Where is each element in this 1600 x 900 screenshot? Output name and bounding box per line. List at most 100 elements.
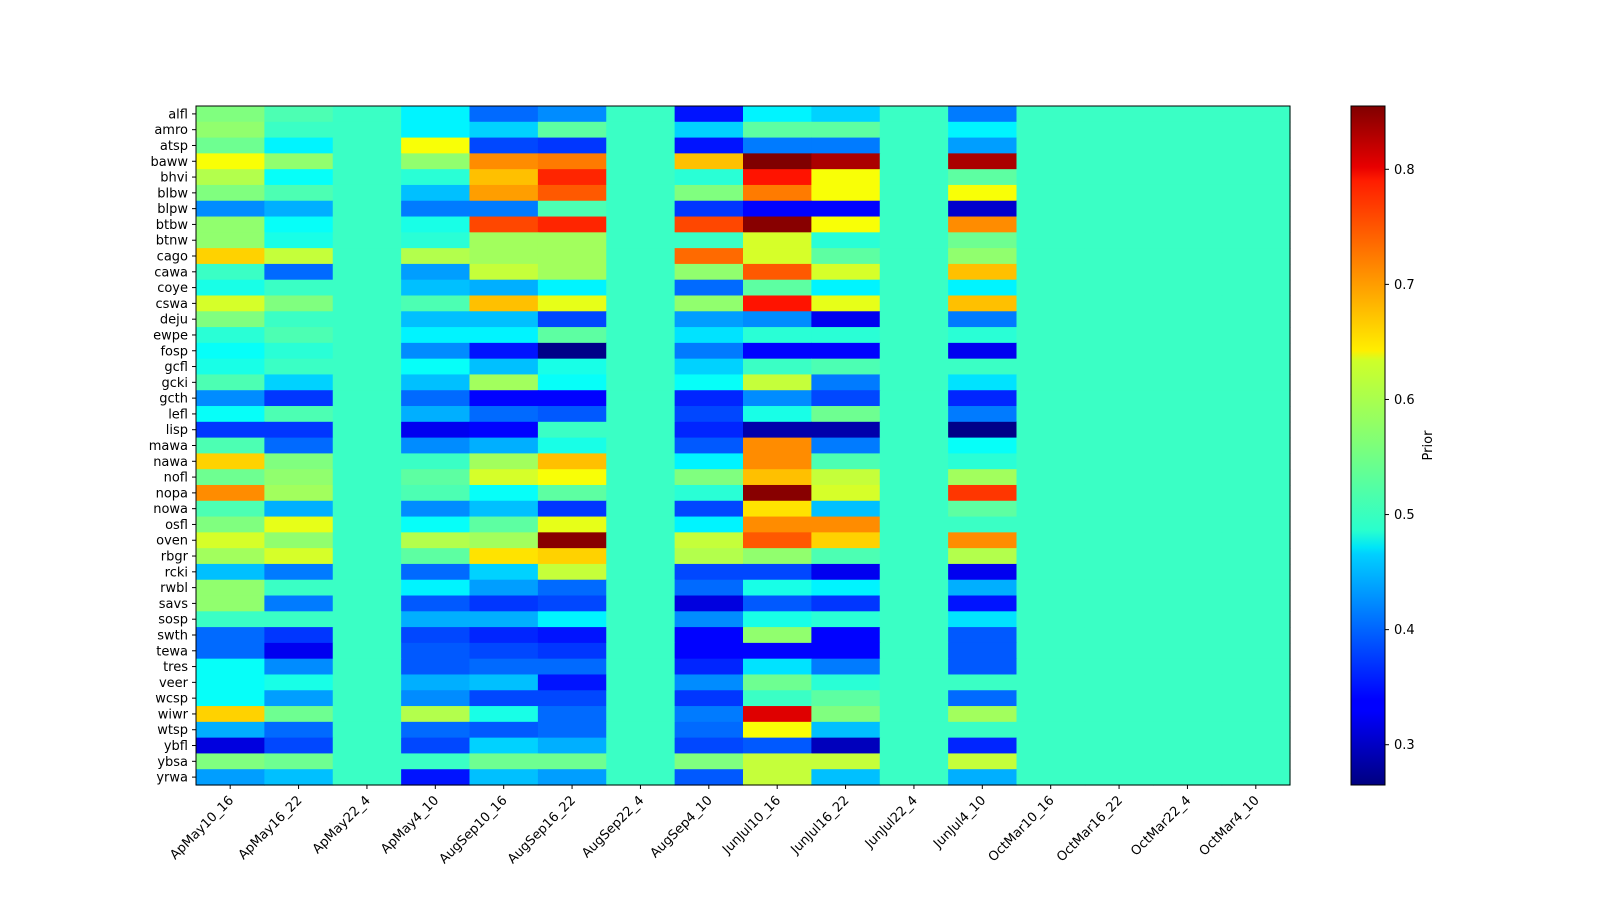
heatmap-cell — [811, 137, 881, 154]
heatmap-cell — [1221, 563, 1291, 581]
heatmap-cell — [1084, 611, 1154, 628]
heatmap-cell — [606, 121, 676, 139]
x-tick-label: OctMar10_16 — [986, 793, 1058, 865]
heatmap-cell — [196, 721, 265, 739]
heatmap-cell — [469, 706, 539, 723]
heatmap-cell — [196, 216, 265, 233]
heatmap-cell — [1016, 769, 1086, 786]
heatmap-cell — [606, 658, 676, 676]
heatmap-cell — [401, 184, 471, 202]
heatmap-cell — [537, 248, 607, 265]
heatmap-cell — [674, 674, 744, 691]
y-tick-label: coye — [157, 281, 188, 296]
heatmap-cell — [264, 374, 334, 391]
heatmap-cell — [606, 753, 676, 770]
heatmap-cell — [401, 342, 471, 360]
colorbar-tick-label: 0.8 — [1394, 163, 1415, 178]
heatmap-cell — [332, 532, 402, 549]
heatmap-cell — [1016, 358, 1086, 376]
heatmap-cell — [401, 153, 471, 170]
heatmap-cell — [879, 642, 949, 660]
heatmap-cell — [332, 579, 402, 597]
heatmap-cell — [1016, 484, 1086, 502]
heatmap-cell — [1221, 469, 1291, 486]
heatmap-cell — [879, 200, 949, 218]
heatmap-cell — [948, 216, 1018, 233]
heatmap-cell — [264, 342, 334, 360]
heatmap-cell — [1016, 263, 1086, 281]
heatmap-cell — [879, 658, 949, 676]
y-tick-label: deju — [160, 313, 188, 328]
heatmap-cell — [948, 563, 1018, 581]
heatmap-cell — [1016, 753, 1086, 770]
heatmap-cell — [811, 153, 881, 170]
heatmap-cell — [401, 406, 471, 423]
heatmap-cell — [264, 437, 334, 454]
heatmap-cell — [196, 153, 265, 170]
heatmap-cell — [537, 484, 607, 502]
y-tick-label: bhvi — [160, 171, 188, 186]
heatmap-cell — [1153, 137, 1223, 154]
heatmap-cell — [332, 374, 402, 391]
x-tick-label: ApMay10_16 — [167, 793, 237, 863]
heatmap-cell — [743, 516, 812, 533]
heatmap-cell — [537, 753, 607, 770]
heatmap-cell — [469, 484, 539, 502]
heatmap-cell — [1016, 390, 1086, 407]
heatmap-cell — [1016, 737, 1086, 755]
heatmap-cell — [811, 611, 881, 628]
heatmap-cell — [1221, 595, 1291, 612]
heatmap-cell — [401, 390, 471, 407]
heatmap-cell — [537, 327, 607, 344]
heatmap-cell — [332, 137, 402, 154]
heatmap-cell — [196, 595, 265, 612]
heatmap-cell — [1221, 184, 1291, 202]
heatmap-cell — [264, 232, 334, 249]
heatmap-cell — [674, 627, 744, 644]
y-tick-label: baww — [151, 155, 189, 170]
heatmap-cell — [1084, 469, 1154, 486]
y-tick-label: blbw — [157, 186, 188, 201]
heatmap-cell — [537, 279, 607, 297]
heatmap-cell — [1153, 263, 1223, 281]
heatmap-cell — [469, 627, 539, 644]
heatmap-cell — [1153, 358, 1223, 376]
heatmap-cell — [196, 106, 265, 123]
heatmap-cell — [264, 737, 334, 755]
heatmap-cell — [1084, 184, 1154, 202]
heatmap-cell — [674, 721, 744, 739]
heatmap-cell — [1084, 358, 1154, 376]
heatmap-cell — [674, 216, 744, 233]
heatmap-cell — [606, 516, 676, 533]
heatmap-cell — [264, 248, 334, 265]
heatmap-cell — [401, 642, 471, 660]
heatmap-cell — [1016, 469, 1086, 486]
heatmap-cell — [674, 737, 744, 755]
heatmap-cell — [1221, 484, 1291, 502]
heatmap-cell — [537, 153, 607, 170]
heatmap-cell — [264, 595, 334, 612]
heatmap-cell — [1221, 627, 1291, 644]
heatmap-cell — [1084, 453, 1154, 470]
heatmap-cell — [948, 469, 1018, 486]
heatmap-cell — [401, 437, 471, 454]
heatmap-cells — [196, 106, 1291, 786]
y-tick-label: nopa — [156, 486, 188, 501]
heatmap-cell — [196, 516, 265, 533]
heatmap-cell — [879, 769, 949, 786]
heatmap-cell — [1221, 153, 1291, 170]
x-tick-label: AugSep4_10 — [648, 793, 716, 861]
heatmap-cell — [1084, 674, 1154, 691]
heatmap-cell — [879, 121, 949, 139]
heatmap-cell — [1016, 706, 1086, 723]
heatmap-cell — [811, 484, 881, 502]
heatmap-cell — [537, 216, 607, 233]
heatmap-cell — [332, 627, 402, 644]
heatmap-cell — [743, 248, 812, 265]
heatmap-cell — [537, 453, 607, 470]
heatmap-cell — [1153, 169, 1223, 186]
colorbar-tick-label: 0.3 — [1394, 738, 1415, 753]
heatmap-cell — [196, 690, 265, 707]
y-tick-label: rwbl — [160, 581, 188, 596]
heatmap-cell — [264, 200, 334, 218]
